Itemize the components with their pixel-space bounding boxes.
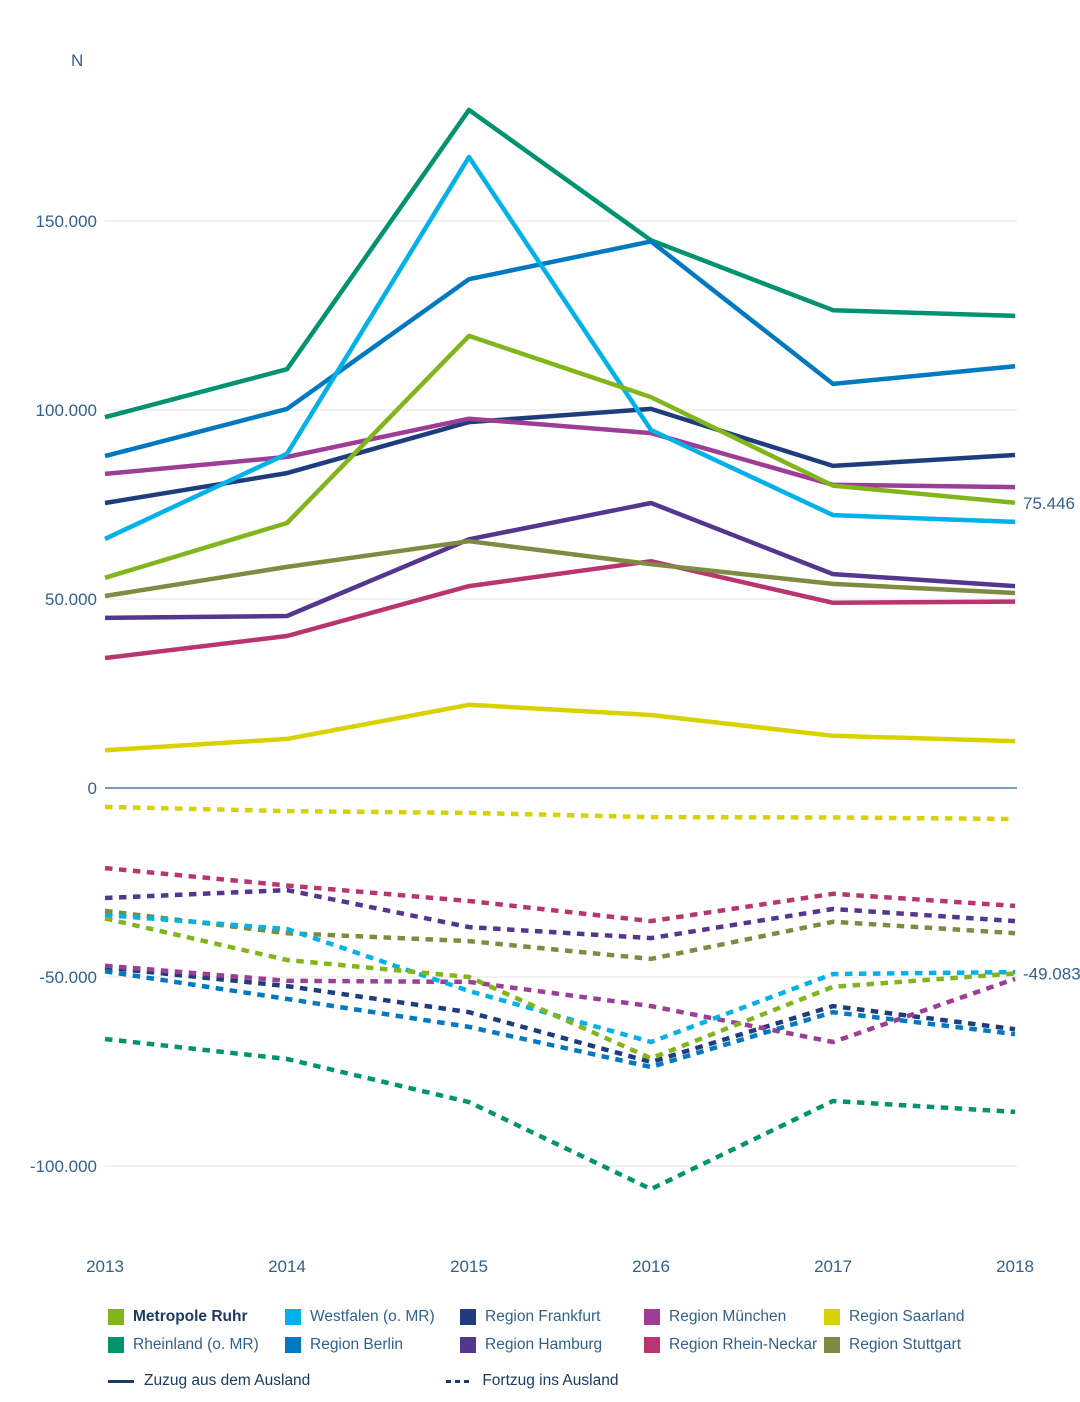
line-rheinland-o-mr-fortzug	[104, 1036, 1016, 1192]
y-tick-label: -50.000	[39, 968, 97, 987]
legend-swatch-icon	[824, 1308, 840, 1325]
legend-item-region-stuttgart: Region Stuttgart	[824, 1336, 994, 1353]
legend-label: Region Saarland	[849, 1308, 965, 1325]
legend-swatch-icon	[285, 1336, 301, 1353]
line-region-rhein-neckar-zuzug	[104, 558, 1016, 661]
line-metropole-ruhr-fortzug	[104, 916, 1016, 1061]
line-style-legend: Zuzug aus dem Ausland Fortzug ins Auslan…	[108, 1372, 1068, 1390]
legend-label: Region Hamburg	[485, 1336, 603, 1353]
y-axis-title: N	[71, 51, 83, 70]
line-region-rhein-neckar-fortzug	[104, 865, 1016, 924]
legend-item-region-hamburg: Region Hamburg	[460, 1336, 644, 1353]
solid-line-icon	[108, 1379, 134, 1383]
legend-grid: Metropole Ruhr Westfalen (o. MR) Region …	[108, 1308, 1068, 1353]
line-region-hamburg-fortzug	[104, 887, 1016, 941]
legend: Metropole Ruhr Westfalen (o. MR) Region …	[108, 1308, 1068, 1390]
legend-swatch-icon	[108, 1336, 124, 1353]
line-metropole-ruhr-zuzug	[104, 333, 1016, 580]
line-region-frankfurt-zuzug	[104, 406, 1016, 506]
line-region-hamburg-zuzug	[104, 500, 1016, 621]
legend-swatch-icon	[460, 1336, 476, 1353]
legend-label: Region Rhein-Neckar	[669, 1336, 818, 1353]
legend-label: Region Stuttgart	[849, 1336, 962, 1353]
y-tick-label: 50.000	[45, 590, 97, 609]
legend-item-metropole-ruhr: Metropole Ruhr	[108, 1308, 285, 1325]
x-tick-label: 2016	[632, 1257, 670, 1276]
legend-label: Westfalen (o. MR)	[310, 1308, 435, 1325]
line-region-berlin-zuzug	[104, 239, 1016, 459]
fortzug-label: Fortzug ins Ausland	[482, 1372, 619, 1389]
legend-item-region-berlin: Region Berlin	[285, 1336, 460, 1353]
legend-item-region-frankfurt: Region Frankfurt	[460, 1308, 644, 1325]
annotation-75-446: 75.446	[1023, 494, 1075, 513]
legend-swatch-icon	[285, 1308, 301, 1325]
legend-item-region-muenchen: Region München	[644, 1308, 824, 1325]
legend-label: Rheinland (o. MR)	[133, 1336, 259, 1353]
legend-zuzug: Zuzug aus dem Ausland	[108, 1372, 310, 1390]
legend-swatch-icon	[644, 1336, 660, 1353]
y-tick-label: 0	[88, 779, 97, 798]
legend-swatch-icon	[824, 1336, 840, 1353]
y-tick-label: 150.000	[36, 212, 97, 231]
legend-fortzug: Fortzug ins Ausland	[446, 1372, 618, 1390]
legend-item-rheinland: Rheinland (o. MR)	[108, 1336, 285, 1353]
y-tick-label: -100.000	[30, 1157, 97, 1176]
line-region-stuttgart-zuzug	[104, 538, 1016, 599]
line-region-saarland-zuzug	[104, 702, 1016, 753]
legend-item-westfalen: Westfalen (o. MR)	[285, 1308, 460, 1325]
legend-item-region-rhein-neckar: Region Rhein-Neckar	[644, 1336, 824, 1353]
line-westfalen-o-mr-zuzug	[104, 154, 1016, 541]
line-region-m-nchen-zuzug	[104, 416, 1016, 490]
x-tick-label: 2017	[814, 1257, 852, 1276]
annotation-49-083: -49.083	[1023, 965, 1080, 984]
legend-label: Metropole Ruhr	[133, 1308, 248, 1325]
dotted-line-icon	[446, 1379, 473, 1383]
line-westfalen-o-mr-fortzug	[104, 912, 1016, 1045]
line-region-berlin-fortzug	[104, 969, 1016, 1070]
x-tick-label: 2015	[450, 1257, 488, 1276]
legend-item-region-saarland: Region Saarland	[824, 1308, 994, 1325]
legend-label: Region München	[669, 1308, 787, 1325]
legend-label: Region Frankfurt	[485, 1308, 601, 1325]
legend-swatch-icon	[108, 1308, 124, 1325]
legend-swatch-icon	[460, 1308, 476, 1325]
x-tick-label: 2018	[996, 1257, 1034, 1276]
x-tick-label: 2014	[268, 1257, 306, 1276]
x-tick-label: 2013	[86, 1257, 124, 1276]
y-tick-label: 100.000	[36, 401, 97, 420]
line-region-frankfurt-fortzug	[104, 965, 1016, 1065]
line-rheinland-o-mr-zuzug	[104, 107, 1016, 420]
line-region-saarland-fortzug	[104, 804, 1016, 822]
legend-swatch-icon	[644, 1308, 660, 1325]
legend-label: Region Berlin	[310, 1336, 404, 1353]
zuzug-label: Zuzug aus dem Ausland	[144, 1372, 311, 1389]
